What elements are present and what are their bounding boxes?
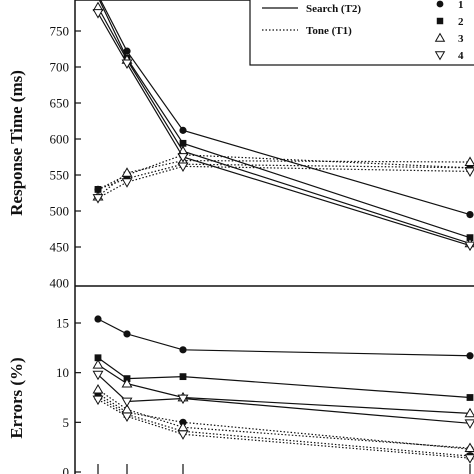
- y-tick-label: 10: [56, 365, 69, 380]
- data-point: [94, 354, 102, 362]
- data-point: [179, 373, 187, 381]
- y-tick-label: 400: [50, 276, 70, 291]
- series-search-t2-4: [92, 370, 474, 429]
- data-point: [94, 0, 102, 1]
- series-line: [97, 389, 471, 449]
- data-point: [464, 454, 474, 464]
- data-point: [121, 377, 133, 388]
- data-point: [177, 153, 189, 163]
- y-tick-label: 5: [63, 415, 70, 430]
- legend-marker-label: 1: [458, 0, 464, 11]
- data-point: [464, 156, 474, 166]
- legend-marker-square: [436, 17, 444, 25]
- legend-marker-entries: 1 2 3 4: [434, 0, 464, 62]
- legend-marker-triangle-up: [434, 32, 446, 42]
- data-point: [177, 162, 189, 172]
- series-line: [97, 159, 471, 198]
- data-point: [179, 346, 187, 354]
- data-point: [466, 394, 474, 401]
- y-tick-label: 550: [50, 168, 70, 183]
- legend-marker-label: 4: [458, 50, 464, 62]
- data-point: [179, 126, 187, 134]
- data-point: [466, 234, 474, 242]
- series-line: [98, 0, 471, 239]
- bottom-y-ticks: 0 5 10 15: [56, 316, 81, 474]
- top-y-ticks: 400 450 500 550 600 650 700 750: [50, 24, 81, 291]
- bottom-y-axis-title: Errors (%): [7, 357, 26, 438]
- legend-marker-label: 3: [458, 33, 464, 45]
- data-point: [92, 383, 104, 394]
- data-point: [121, 59, 133, 70]
- y-tick-label: 750: [50, 24, 70, 39]
- top-y-axis-title: Response Time (ms): [7, 70, 26, 216]
- data-point: [121, 167, 133, 177]
- y-tick-label: 15: [56, 316, 69, 331]
- data-point: [123, 47, 131, 55]
- data-point: [92, 359, 104, 369]
- series-search-t2-3: [92, 359, 474, 418]
- y-tick-label: 0: [63, 465, 70, 474]
- series-tone-t1-4: [92, 395, 474, 464]
- series-line: [97, 393, 471, 450]
- data-point: [464, 167, 474, 178]
- legend-tone-label: Tone (T1): [306, 25, 352, 37]
- data-point: [94, 186, 102, 193]
- data-point: [121, 178, 133, 188]
- y-tick-label: 700: [50, 60, 70, 75]
- series-line: [97, 395, 471, 457]
- data-point: [92, 370, 104, 381]
- data-point: [464, 407, 474, 418]
- y-tick-label: 600: [50, 132, 70, 147]
- data-point: [464, 241, 474, 252]
- series-tone-t1-3: [92, 154, 474, 201]
- data-point: [464, 419, 474, 429]
- series-line: [97, 163, 471, 190]
- series-line: [97, 398, 471, 459]
- data-point: [92, 395, 104, 406]
- series-search-t2-4: [92, 9, 474, 252]
- bottom-panel-series: [92, 315, 474, 464]
- data-point: [177, 394, 189, 405]
- series-search-t2-2: [94, 354, 474, 401]
- series-tone-t1-1: [94, 389, 474, 453]
- data-point: [92, 194, 104, 204]
- series-line: [97, 364, 471, 414]
- series-line: [97, 374, 471, 424]
- legend-search-label: Search (T2): [306, 3, 361, 15]
- legend: Search (T2) Tone (T1) 1 2 3 4: [249, 0, 474, 66]
- series-search-t2-1: [99, 0, 474, 219]
- data-point: [466, 352, 474, 360]
- y-tick-label: 650: [50, 96, 70, 111]
- data-point: [466, 211, 474, 219]
- top-panel-series: [92, 0, 474, 252]
- x-ticks: [97, 464, 471, 474]
- data-point: [123, 330, 131, 338]
- legend-marker-circle: [436, 0, 444, 8]
- series-line: [97, 12, 471, 247]
- data-point: [94, 315, 102, 323]
- data-point: [92, 9, 104, 19]
- data-point: [464, 442, 474, 453]
- data-point: [177, 430, 189, 440]
- series-line: [97, 6, 471, 244]
- legend-marker-triangle-down: [434, 51, 446, 61]
- legend-marker-label: 2: [458, 16, 464, 28]
- data-point: [121, 397, 133, 408]
- series-search-t2-1: [94, 315, 474, 360]
- data-point: [179, 139, 187, 147]
- series-tone-t1-4: [92, 162, 474, 204]
- series-line: [97, 318, 471, 357]
- y-tick-label: 500: [50, 204, 70, 219]
- data-point: [121, 412, 133, 422]
- series-line: [99, 0, 471, 216]
- series-line: [97, 357, 471, 399]
- series-line: [97, 165, 471, 199]
- y-tick-label: 450: [50, 240, 70, 255]
